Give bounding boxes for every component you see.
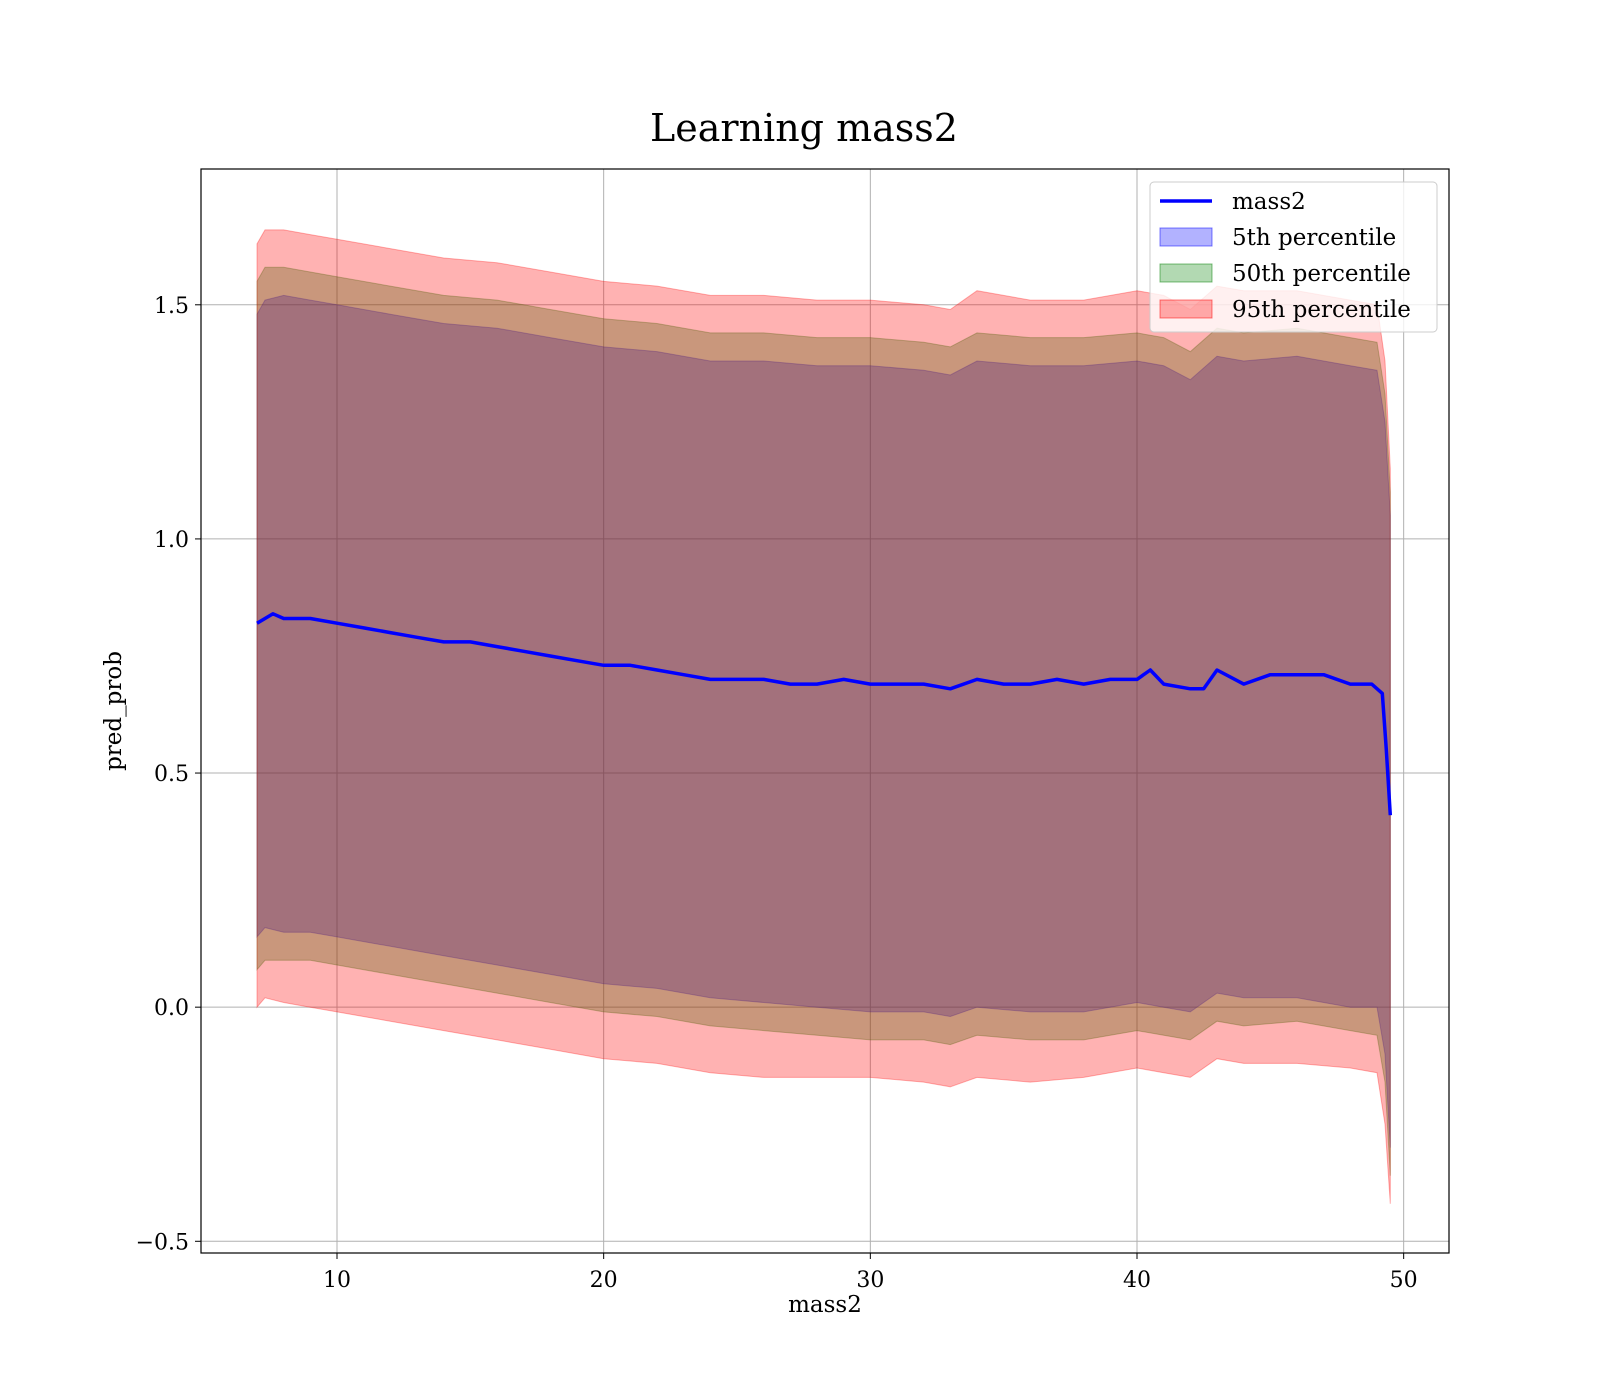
legend-frame: [1149, 181, 1438, 333]
x-tick-label: 20: [590, 1268, 618, 1293]
legend-label-95th-percentile: 95th percentile: [1232, 297, 1411, 323]
legend-swatch-50th-percentile: [1159, 263, 1213, 283]
legend-label-5th-percentile: 5th percentile: [1232, 225, 1396, 251]
legend-label-mass2: mass2: [1232, 189, 1306, 215]
x-tick-label: 30: [856, 1268, 884, 1293]
legend-label-50th-percentile: 50th percentile: [1232, 261, 1411, 287]
band-5th-percentile: [256, 294, 1391, 1148]
legend-swatch-5th-percentile: [1159, 227, 1213, 247]
y-tick-label: 1.0: [154, 528, 189, 553]
y-tick-label: −0.5: [136, 1230, 189, 1255]
grid: [201, 169, 1449, 1253]
line-mass2: [256, 612, 1393, 816]
x-tick-label: 40: [1123, 1268, 1151, 1293]
legend: mass2 5th percentile 50th percentile 95t…: [1149, 181, 1438, 333]
legend-swatch-95th-percentile: [1159, 299, 1213, 319]
x-tick-label: 50: [1390, 1268, 1418, 1293]
x-tick-label: 10: [323, 1268, 351, 1293]
y-tick-label: 0.0: [154, 996, 189, 1021]
x-axis-label: mass2: [788, 1292, 862, 1318]
band-50th-percentile: [256, 266, 1391, 1176]
percentile-bands: [256, 229, 1391, 1204]
axis-ticks: 10 20 30 40 50 −0.5 0.0 0.5 1.0 1.5: [136, 294, 1418, 1293]
band-95th-percentile: [256, 229, 1391, 1204]
y-axis-label: pred_prob: [101, 651, 127, 771]
plot-area: [201, 169, 1449, 1253]
plot-frame: [200, 168, 1450, 1254]
y-tick-label: 0.5: [154, 762, 189, 787]
chart-title: Learning mass2: [650, 106, 958, 150]
series-lines: [256, 612, 1393, 816]
y-tick-label: 1.5: [154, 294, 189, 319]
